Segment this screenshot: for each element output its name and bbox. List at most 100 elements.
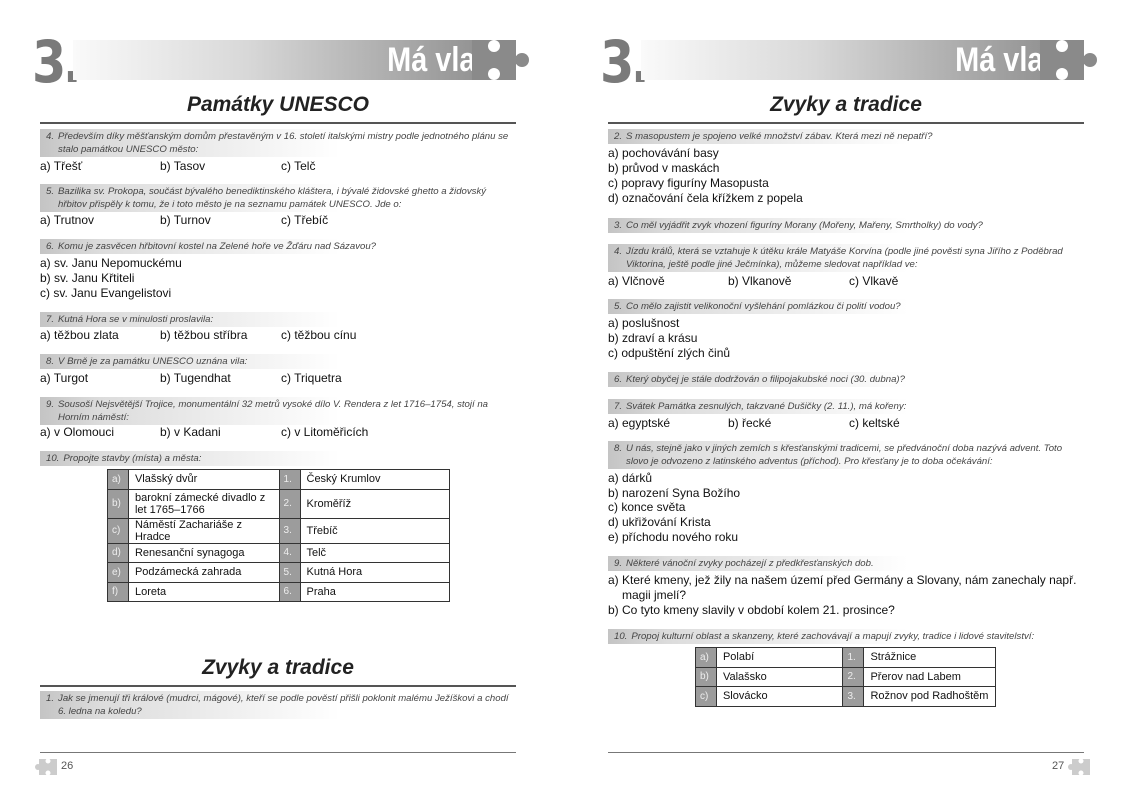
table-cell: b)	[107, 488, 129, 519]
question-number: 8.	[46, 356, 55, 367]
question-text: Především díky měšťanským domům přestavě…	[58, 131, 509, 155]
question-text: Jak se jmenují tři králové (mudrci, mágo…	[58, 693, 509, 717]
puzzle-icon	[1040, 40, 1098, 80]
answer-option: b) průvod v maskách	[608, 161, 720, 175]
question-number: 6.	[614, 374, 623, 385]
answer-option: a) Třešť	[40, 159, 83, 173]
answer-option: b) Tugendhat	[160, 371, 231, 385]
table-cell: Vlašský dvůr	[127, 469, 280, 490]
question-number: 8.	[614, 443, 623, 454]
question-number: 5.	[46, 186, 55, 197]
table-cell: Přerov nad Labem	[863, 666, 996, 687]
answer-option: c) Vlkavě	[849, 274, 899, 288]
table-cell: barokní zámecké divadlo z let 1765–1766	[127, 488, 280, 519]
answer-option: b) sv. Janu Křtiteli	[40, 271, 135, 285]
chapter-number: 3.	[600, 28, 650, 96]
question-prompt: 2. S masopustem je spojeno velké množství…	[608, 129, 1084, 144]
table-row: a) Polabí 1. Strážnice	[695, 647, 996, 668]
answer-option: e) příchodu nového roku	[608, 530, 739, 544]
table-cell: 4.	[278, 542, 301, 563]
answer-option: d) ukřižování Krista	[608, 515, 711, 529]
table-row: a) Vlašský dvůr 1. Český Krumlov	[107, 469, 450, 490]
answer-option: c) Telč	[281, 159, 316, 173]
answer-option: a) Vlčnově	[608, 274, 665, 288]
table-cell: a)	[695, 647, 717, 668]
table-cell: 5.	[278, 562, 301, 583]
question-prompt: 9. Sousoší Nejsvětější Trojice, monumentá…	[40, 397, 516, 425]
answer-option: c) sv. Janu Evangelistovi	[40, 286, 172, 300]
question-text: U nás, stejně jako v jiných zemích s kře…	[626, 443, 1063, 467]
table-cell: 3.	[842, 686, 865, 707]
question-prompt: 8. U nás, stejně jako v jiných zemích s k…	[608, 441, 1084, 469]
page-number: 27	[1052, 760, 1065, 772]
puzzle-icon	[472, 40, 530, 80]
question-prompt: 6. Který obyčej je stále dodržován o fili…	[608, 372, 1084, 387]
question-number: 2.	[614, 131, 623, 142]
question-text: Který obyčej je stále dodržován o filipo…	[626, 374, 905, 385]
table-cell: 1.	[842, 647, 865, 668]
question-text: Svátek Památka zesnulých, takzvané Dušič…	[626, 401, 907, 412]
table-cell: Loreta	[127, 581, 280, 602]
table-row: b) barokní zámecké divadlo z let 1765–176…	[107, 488, 450, 519]
question-text: Kutná Hora se v minulosti proslavila:	[58, 314, 214, 325]
question-text: Sousoší Nejsvětější Trojice, monumentáln…	[58, 399, 489, 423]
answer-option: b) Turnov	[160, 213, 211, 227]
table-cell: c)	[107, 517, 129, 544]
chapter-title-band: Má vlast	[641, 40, 1075, 80]
question-number: 10.	[614, 631, 628, 642]
answer-option: c) Třebíč	[281, 213, 329, 227]
question-text: Co mělo zajistit velikonoční vyšlehání p…	[626, 301, 901, 312]
question-number: 7.	[46, 314, 55, 325]
answer-option: b) Vlkanově	[728, 274, 792, 288]
question-number: 9.	[46, 399, 55, 410]
answer-option: c) keltské	[849, 416, 900, 430]
table-cell: Třebíč	[299, 517, 450, 544]
answer-option: a) poslušnost	[608, 316, 680, 330]
question-number: 1.	[46, 693, 55, 704]
table-row: c) Slovácko 3. Rožnov pod Radhoštěm	[695, 686, 996, 707]
table-row: f) Loreta 6. Praha	[107, 581, 450, 602]
chapter-number: 3.	[32, 28, 82, 96]
question-prompt: 5. Co mělo zajistit velikonoční vyšlehání…	[608, 299, 1084, 314]
page-number: 26	[61, 760, 74, 772]
question-text: Bazilika sv. Prokopa, součást bývalého b…	[58, 186, 487, 210]
question-text: S masopustem je spojeno velké množství z…	[626, 131, 933, 142]
table-cell: 1.	[278, 469, 301, 490]
answer-option: b) Co tyto kmeny slavily v období kolem …	[608, 603, 895, 617]
answer-option: a) egyptské	[608, 416, 671, 430]
section-title: Zvyky a tradice	[770, 93, 922, 116]
answer-option: c) těžbou cínu	[281, 328, 357, 342]
table-cell: 2.	[842, 666, 865, 687]
section-title: Památky UNESCO	[186, 93, 370, 116]
answer-option: a) v Olomouci	[40, 425, 115, 439]
question-text: Některé vánoční zvyky pocházejí z předkř…	[626, 558, 874, 569]
chapter-title-band: Má vlast	[73, 40, 507, 80]
answer-option: c) v Litoměřicích	[281, 425, 369, 439]
table-cell: 2.	[278, 488, 301, 519]
answer-option: b) těžbou stříbra	[160, 328, 248, 342]
section-rule	[40, 122, 516, 124]
puzzle-icon	[35, 758, 59, 780]
footer-rule	[40, 752, 516, 753]
table-cell: Telč	[299, 542, 450, 563]
table-cell: Podzámecká zahrada	[127, 562, 280, 583]
table-cell: Český Krumlov	[299, 469, 450, 490]
table-cell: a)	[107, 469, 129, 490]
table-cell: 3.	[278, 517, 301, 544]
table-cell: Valašsko	[715, 666, 844, 687]
answer-option: c) Triquetra	[281, 371, 342, 385]
question-prompt: 6. Komu je zasvěcen hřbitovní kostel na Z…	[40, 239, 516, 254]
question-number: 9.	[614, 558, 623, 569]
table-cell: 6.	[278, 581, 301, 602]
table-cell: Náměstí Zachariáše z Hradce	[127, 517, 280, 544]
question-prompt: 10. Propoj kulturní oblast a skanzeny, kt…	[608, 629, 1084, 644]
table-cell: Strážnice	[863, 647, 996, 668]
question-text: Propojte stavby (místa) a města:	[63, 453, 202, 464]
answer-option: d) označování čela křížkem z popela	[608, 191, 803, 205]
question-prompt: 7. Kutná Hora se v minulosti proslavila:	[40, 312, 516, 327]
answer-option: a) pochovávání basy	[608, 146, 719, 160]
answer-option: a) Které kmeny, jež žily na našem území …	[608, 573, 1077, 602]
question-prompt: 1. Jak se jmenují tři králové (mudrci, má…	[40, 691, 516, 719]
answer-option: b) v Kadani	[160, 425, 221, 439]
question-number: 4.	[614, 246, 623, 257]
